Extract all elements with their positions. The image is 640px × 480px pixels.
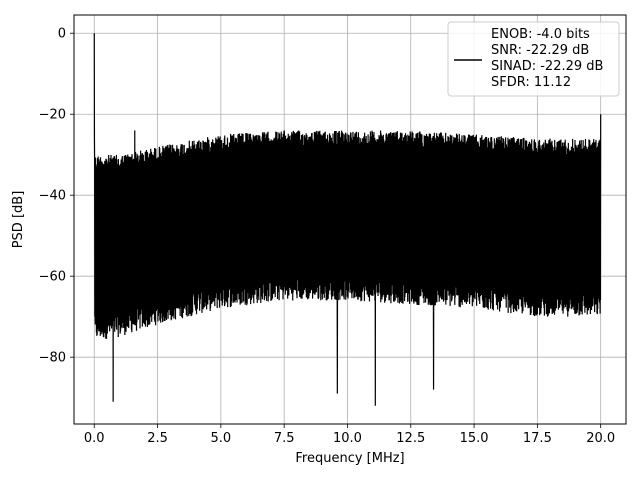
x-tick-label: 10.0 xyxy=(333,431,362,446)
legend-label: ENOB: -4.0 bits SNR: -22.29 dB SINAD: -22.… xyxy=(491,27,603,90)
legend-label-line: SNR: -22.29 dB xyxy=(491,43,589,58)
x-tick-label: 20.0 xyxy=(586,431,615,446)
x-tick-label: 2.5 xyxy=(147,431,168,446)
x-axis-ticks: 0.0 2.5 5.0 7.5 10.0 12.5 15.0 17.5 20.0 xyxy=(84,424,615,446)
x-tick-label: 5.0 xyxy=(211,431,232,446)
y-tick-label: 0 xyxy=(58,27,66,42)
legend-box xyxy=(447,21,620,97)
y-tick-label: −80 xyxy=(39,351,66,366)
axes-frame xyxy=(73,14,627,425)
x-tick-label: 12.5 xyxy=(396,431,425,446)
x-axis-label: Frequency [MHz] xyxy=(295,451,404,466)
y-axis-label: PSD [dB] xyxy=(11,191,26,249)
psd-trace xyxy=(93,33,602,406)
y-tick-label: −40 xyxy=(39,189,66,204)
x-tick-label: 7.5 xyxy=(274,431,295,446)
legend-label-line: SINAD: -22.29 dB xyxy=(491,59,603,74)
legend: ENOB: -4.0 bits SNR: -22.29 dB SINAD: -22.… xyxy=(447,21,620,97)
y-axis-ticks: 0 −20 −40 −60 −80 xyxy=(39,27,74,366)
y-tick-label: −60 xyxy=(39,270,66,285)
x-tick-label: 0.0 xyxy=(84,431,105,446)
legend-label-line: ENOB: -4.0 bits xyxy=(491,27,590,42)
psd-line xyxy=(93,33,602,406)
x-tick-label: 17.5 xyxy=(523,431,552,446)
x-tick-label: 15.0 xyxy=(460,431,489,446)
legend-label-line: SFDR: 11.12 xyxy=(491,75,571,90)
y-tick-label: −20 xyxy=(39,108,66,123)
